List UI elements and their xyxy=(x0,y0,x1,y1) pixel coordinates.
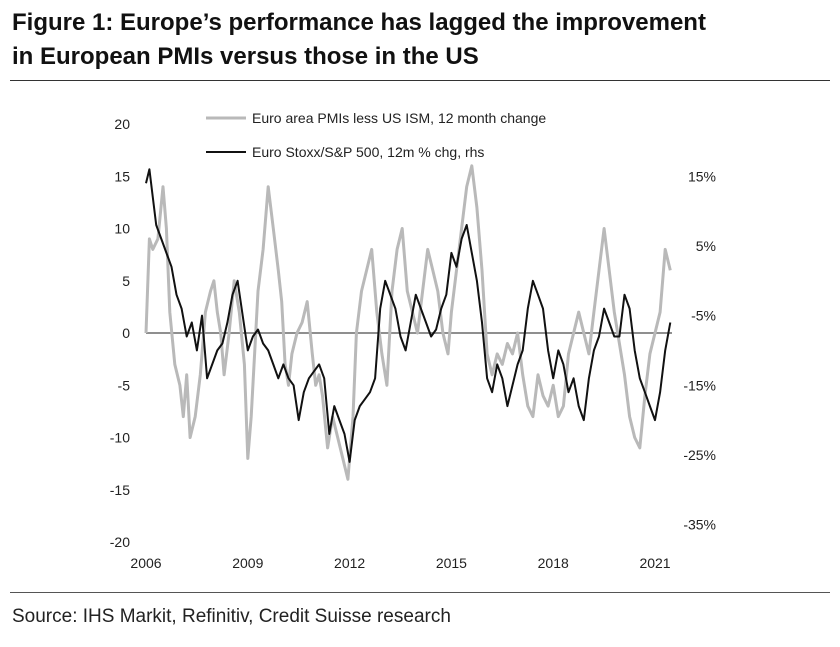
x-axis-ticks: 2006 2009 2012 2015 2018 2021 xyxy=(130,555,670,571)
x-axis-tick-label: 2012 xyxy=(334,555,365,571)
left-axis-tick-label: -15 xyxy=(110,482,130,498)
left-axis-tick-label: 20 xyxy=(114,116,130,132)
left-axis-ticks: 20 15 10 5 0 -5 -10 -15 -20 xyxy=(110,116,130,550)
right-axis-tick-label: 15% xyxy=(688,168,716,184)
right-axis-tick-label: -35% xyxy=(683,517,716,533)
legend-label-stoxx: Euro Stoxx/S&P 500, 12m % chg, rhs xyxy=(252,144,484,160)
source-divider xyxy=(10,592,830,593)
chart-title-line-2: in European PMIs versus those in the US xyxy=(12,43,479,70)
right-axis-ticks: 15% 5% -5% -15% -25% -35% xyxy=(683,168,716,532)
chart-title-line-1: Figure 1: Europe’s performance has lagge… xyxy=(12,9,706,36)
legend: Euro area PMIs less US ISM, 12 month cha… xyxy=(206,110,546,160)
x-axis-tick-label: 2015 xyxy=(436,555,467,571)
title-divider xyxy=(10,80,830,81)
series-line-stoxx xyxy=(145,168,672,463)
left-axis-tick-label: 5 xyxy=(122,273,130,289)
right-axis-tick-label: -15% xyxy=(683,377,716,393)
x-axis-tick-label: 2009 xyxy=(232,555,263,571)
source-note: Source: IHS Markit, Refinitiv, Credit Su… xyxy=(12,606,451,627)
legend-label-pmi: Euro area PMIs less US ISM, 12 month cha… xyxy=(252,110,546,126)
left-axis-tick-label: 15 xyxy=(114,168,130,184)
left-axis-tick-label: 0 xyxy=(122,325,130,341)
right-axis-tick-label: -5% xyxy=(691,308,716,324)
right-axis-tick-label: 5% xyxy=(696,238,716,254)
left-axis-tick-label: -20 xyxy=(110,534,130,550)
right-axis-tick-label: -25% xyxy=(683,447,716,463)
series-line-pmi xyxy=(144,164,672,481)
left-axis-tick-label: -10 xyxy=(110,430,130,446)
x-axis-tick-label: 2006 xyxy=(130,555,161,571)
left-axis-tick-label: -5 xyxy=(118,377,131,393)
chart-title: Figure 1: Europe’s performance has lagge… xyxy=(12,6,828,74)
x-axis-tick-label: 2018 xyxy=(538,555,569,571)
left-axis-tick-label: 10 xyxy=(114,221,130,237)
x-axis-tick-label: 2021 xyxy=(639,555,670,571)
